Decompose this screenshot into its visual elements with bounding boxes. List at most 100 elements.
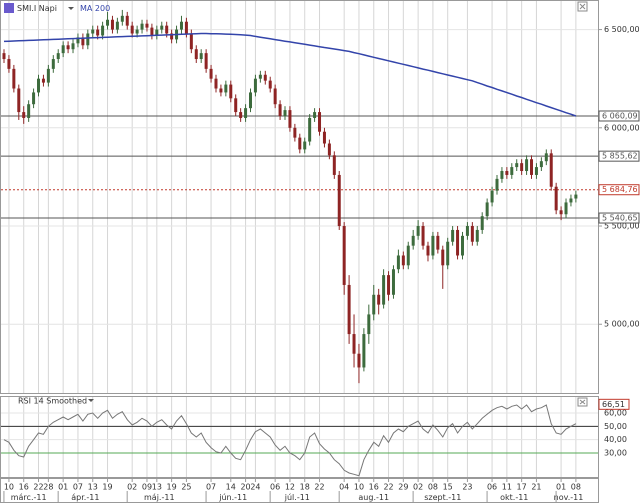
rsi-close-button[interactable] bbox=[577, 397, 588, 407]
candle-body bbox=[81, 37, 85, 46]
candle-body bbox=[17, 88, 21, 113]
candle-body bbox=[441, 249, 445, 266]
candle-body bbox=[61, 45, 65, 54]
month-label: szept.-11 bbox=[424, 493, 461, 502]
x-tick-label: 18 bbox=[300, 483, 310, 492]
candle-body bbox=[41, 78, 45, 83]
rsi-tick-label: 40,00 bbox=[604, 435, 627, 444]
candle-body bbox=[239, 112, 243, 118]
x-tick-label: 13 bbox=[152, 483, 162, 492]
x-tick-label: 20 bbox=[240, 483, 250, 492]
candle-body bbox=[46, 68, 50, 83]
x-tick-label: 02 bbox=[413, 483, 423, 492]
level-label-box bbox=[598, 110, 640, 122]
candle-body bbox=[544, 153, 548, 162]
candle-body bbox=[150, 27, 154, 36]
symbol-title[interactable]: SMI.I Napi bbox=[17, 4, 57, 13]
candle-body bbox=[106, 19, 110, 26]
candle-body bbox=[2, 53, 6, 60]
x-tick-label: 08 bbox=[428, 483, 438, 492]
x-tick-label: 07 bbox=[206, 483, 216, 492]
candle-body bbox=[27, 104, 31, 118]
candle-body bbox=[76, 37, 80, 44]
candle-body bbox=[56, 53, 60, 60]
month-label: aug.-11 bbox=[358, 493, 389, 502]
month-label: máj.-11 bbox=[144, 493, 175, 502]
candle-body bbox=[406, 245, 410, 266]
candle-body bbox=[278, 104, 282, 117]
ma-legend[interactable]: MA 200 bbox=[80, 4, 110, 13]
candle-body bbox=[283, 110, 287, 117]
candle-body bbox=[421, 226, 425, 246]
x-tick-label: 23 bbox=[462, 483, 472, 492]
rsi-dropdown-arrow[interactable] bbox=[88, 399, 94, 402]
plot bbox=[2, 9, 578, 477]
symbol-icon[interactable] bbox=[4, 3, 14, 13]
candle-body bbox=[377, 294, 381, 305]
candle-body bbox=[426, 245, 430, 256]
candle-body bbox=[170, 33, 174, 40]
candle-body bbox=[288, 110, 292, 128]
candle-body bbox=[219, 88, 223, 93]
candle-body bbox=[130, 25, 134, 34]
candle-body bbox=[362, 334, 366, 368]
close-button[interactable] bbox=[577, 1, 588, 12]
candle-body bbox=[574, 194, 578, 199]
x-tick-label: 28 bbox=[43, 483, 53, 492]
level-label: 5 540,65 bbox=[602, 214, 638, 223]
x-tick-label: 08 bbox=[571, 483, 581, 492]
candle-body bbox=[485, 202, 489, 217]
candle-body bbox=[525, 159, 529, 172]
rsi-tick-label: 50,00 bbox=[604, 422, 627, 431]
candle-body bbox=[249, 92, 252, 109]
candle-body bbox=[165, 25, 169, 34]
candle-body bbox=[86, 33, 90, 46]
x-tick-label: 15 bbox=[443, 483, 453, 492]
candle-body bbox=[347, 284, 351, 335]
candle-body bbox=[332, 155, 336, 175]
x-tick-label: 07 bbox=[73, 483, 83, 492]
x-tick-label: 11 bbox=[502, 483, 512, 492]
candle-body bbox=[490, 190, 494, 203]
candle-body bbox=[520, 163, 524, 172]
x-tick-label: 06 bbox=[270, 483, 280, 492]
candle-body bbox=[401, 255, 405, 266]
candle-body bbox=[495, 178, 499, 191]
candle-body bbox=[554, 186, 558, 211]
price-pane bbox=[0, 0, 599, 394]
candle-body bbox=[559, 210, 563, 215]
ma-line bbox=[3, 32, 577, 117]
candle-body bbox=[194, 49, 198, 60]
x-tick-label: 16 bbox=[369, 483, 379, 492]
level-label: 5 855,62 bbox=[602, 152, 638, 161]
candle-body bbox=[446, 241, 450, 266]
dropdown-arrow[interactable] bbox=[68, 7, 74, 10]
candle-body bbox=[456, 229, 460, 256]
candle-body bbox=[125, 15, 129, 26]
candle-body bbox=[66, 45, 70, 50]
x-tick-label: 06 bbox=[487, 483, 497, 492]
month-label: ápr.-11 bbox=[71, 493, 99, 502]
candle-body bbox=[293, 127, 297, 138]
candle-body bbox=[460, 235, 464, 256]
candle-body bbox=[37, 78, 41, 93]
candle-body bbox=[465, 226, 469, 236]
candle-body bbox=[367, 314, 371, 335]
x-tick-label: 19 bbox=[167, 483, 177, 492]
candle-body bbox=[564, 202, 568, 215]
y-tick-label: 5 000,00 bbox=[604, 320, 640, 329]
candle-body bbox=[160, 25, 164, 30]
candle-body bbox=[342, 226, 346, 285]
rsi-title[interactable]: RSI 14 Smoothed bbox=[18, 397, 87, 406]
rsi-marker-label: 66,51 bbox=[602, 400, 625, 409]
candle-body bbox=[303, 141, 307, 150]
x-tick-label: 16 bbox=[19, 483, 29, 492]
candle-body bbox=[32, 92, 36, 105]
rsi-line bbox=[3, 404, 577, 477]
candle-body bbox=[337, 174, 341, 227]
rsi-tick-label: 30,00 bbox=[604, 449, 627, 458]
x-tick-label: 10 bbox=[354, 483, 364, 492]
candle-body bbox=[510, 167, 514, 175]
candle-body bbox=[7, 59, 11, 69]
